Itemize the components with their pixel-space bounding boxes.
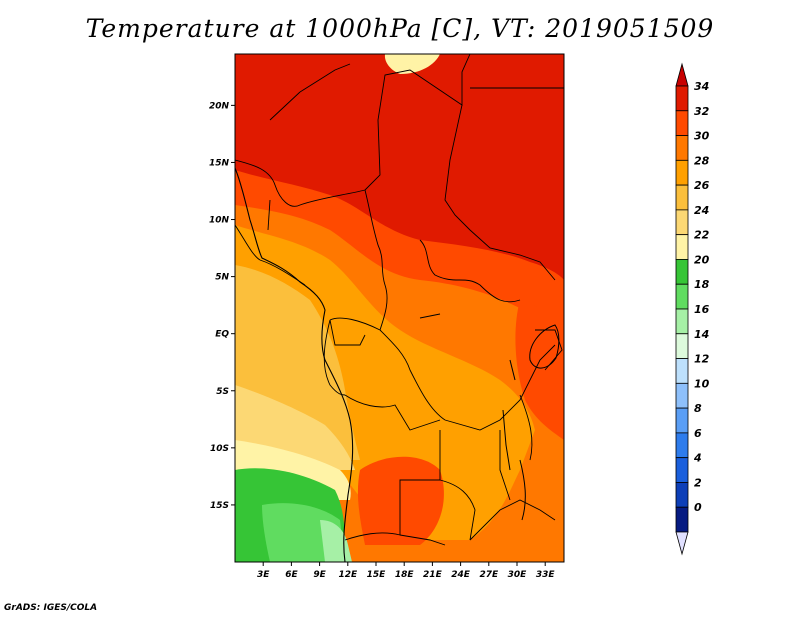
grads-credit: GrADS: IGES/COLA	[4, 603, 98, 613]
colorbar-label: 26	[694, 179, 710, 192]
colorbar-swatch	[675, 184, 689, 211]
lon-tick-label: 30E	[508, 570, 528, 580]
colorbar-bottom-arrow	[675, 531, 689, 556]
lon-tick-label: 3E	[257, 570, 270, 580]
field-se-orange	[357, 456, 444, 545]
colorbar-label: 30	[694, 130, 710, 143]
colorbar-swatch	[675, 283, 689, 310]
colorbar-label: 14	[694, 328, 709, 341]
lon-tick-label: 27E	[479, 570, 499, 580]
colorbar-swatch	[675, 259, 689, 285]
colorbar-label: 6	[694, 427, 702, 440]
colorbar-swatch	[675, 358, 689, 384]
colorbar-swatch	[675, 457, 689, 483]
colorbar-swatch	[675, 159, 689, 186]
latitude-axis: 20N 15N 10N 5N EQ 5S 10S 15S	[209, 101, 235, 511]
coastline	[235, 167, 354, 562]
lon-tick-label: 24E	[451, 570, 471, 580]
colorbar-swatch	[675, 308, 689, 335]
colorbar-label: 16	[694, 303, 710, 316]
colorbar-label: 18	[694, 278, 710, 291]
lat-tick-label: 10N	[209, 216, 230, 226]
lon-tick-label: 18E	[395, 570, 415, 580]
colorbar-label: 28	[694, 154, 710, 167]
colorbar-label: 20	[694, 253, 710, 266]
colorbar-label: 10	[694, 377, 710, 390]
colorbar-top-arrow	[675, 62, 689, 87]
colorbar-label: 24	[694, 204, 709, 217]
lon-tick-label: 15E	[367, 570, 387, 580]
lakes	[419, 313, 560, 521]
lat-tick-label: 5N	[215, 273, 229, 283]
lat-tick-label: 15S	[210, 501, 229, 511]
colorbar-swatch	[675, 110, 689, 136]
colorbar-label: 12	[694, 353, 710, 366]
colorbar-swatch	[675, 209, 689, 236]
colorbar-swatch	[675, 135, 689, 161]
temperature-field	[235, 54, 564, 562]
colorbar-swatch	[675, 432, 689, 459]
field-sahara-cream	[384, 54, 440, 74]
field-east-hot	[515, 300, 564, 440]
colorbar-swatch	[675, 382, 689, 409]
plot-frame	[234, 53, 565, 563]
lat-tick-label: 10S	[210, 444, 229, 454]
colorbar-label: 32	[694, 105, 710, 118]
lat-tick-label: EQ	[215, 330, 229, 340]
colorbar-swatch	[675, 234, 689, 260]
lon-tick-label: 9E	[313, 570, 326, 580]
colorbar-label: 22	[694, 229, 710, 242]
lat-tick-label: 15N	[209, 158, 230, 168]
lat-tick-label: 5S	[216, 387, 229, 397]
colorbar-swatch	[675, 333, 689, 359]
lat-tick-label: 20N	[209, 101, 230, 111]
lon-tick-label: 6E	[285, 570, 298, 580]
colorbar-label: 0	[694, 501, 702, 514]
lon-tick-label: 12E	[338, 570, 358, 580]
colorbar-swatch	[675, 506, 689, 533]
colorbar-label: 4	[693, 452, 702, 465]
colorbar-swatch	[675, 482, 689, 508]
map-title: Temperature at 1000hPa [C], VT: 20190515…	[85, 14, 715, 43]
longitude-axis: 3E 6E 9E 12E 15E 18E 21E 24E 27E 30E 33E	[257, 562, 555, 580]
colorbar-label: 34	[694, 80, 709, 93]
colorbar-label: 8	[694, 402, 702, 415]
colorbar-label: 2	[694, 476, 702, 489]
lon-tick-label: 21E	[423, 570, 443, 580]
colorbar-swatch	[675, 85, 689, 112]
colorbar-swatch	[675, 407, 689, 434]
lon-tick-label: 33E	[536, 570, 556, 580]
